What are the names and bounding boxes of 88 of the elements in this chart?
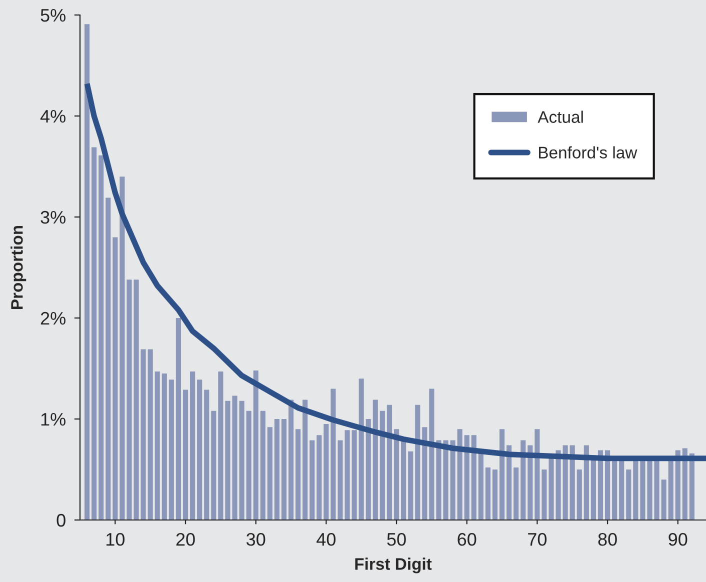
bar bbox=[106, 198, 111, 520]
bar bbox=[288, 400, 294, 520]
bar bbox=[570, 445, 575, 520]
bar bbox=[330, 388, 336, 520]
y-axis-title: Proportion bbox=[10, 226, 26, 309]
bar bbox=[464, 435, 470, 520]
bar bbox=[499, 429, 505, 520]
bar bbox=[562, 445, 568, 520]
bar bbox=[218, 372, 224, 520]
bar bbox=[386, 404, 392, 520]
bar bbox=[253, 370, 258, 520]
legend-label: Actual bbox=[538, 110, 583, 123]
bar bbox=[366, 419, 371, 520]
bar bbox=[112, 237, 118, 520]
bar bbox=[296, 429, 301, 520]
bar bbox=[168, 380, 174, 520]
bar bbox=[211, 410, 216, 520]
bar bbox=[267, 427, 272, 520]
bar bbox=[514, 467, 519, 520]
bar bbox=[225, 400, 230, 520]
x-axis-title: First Digit bbox=[355, 558, 432, 574]
bar bbox=[316, 435, 322, 520]
bar bbox=[556, 450, 561, 520]
bar bbox=[520, 440, 526, 520]
bar bbox=[626, 470, 632, 520]
bar bbox=[450, 440, 456, 520]
bar bbox=[534, 429, 540, 520]
bar bbox=[352, 430, 357, 520]
bar bbox=[358, 378, 364, 520]
x-tick-label: 30 bbox=[246, 532, 266, 546]
bar bbox=[422, 427, 428, 520]
bar bbox=[682, 448, 688, 520]
bar bbox=[457, 429, 462, 520]
bar bbox=[204, 390, 210, 520]
bar bbox=[324, 424, 329, 520]
bar bbox=[394, 429, 400, 520]
y-tick-label: 0 bbox=[56, 514, 66, 527]
bar bbox=[380, 410, 385, 520]
x-tick-label: 10 bbox=[106, 532, 125, 546]
x-tick-label: 50 bbox=[387, 532, 406, 546]
bar bbox=[584, 445, 589, 520]
bar bbox=[84, 24, 90, 520]
bar bbox=[401, 441, 406, 520]
bar bbox=[506, 445, 512, 520]
bar bbox=[598, 450, 604, 520]
y-tick-label: 2% bbox=[40, 312, 66, 325]
bar bbox=[408, 451, 414, 520]
bar bbox=[246, 410, 252, 520]
bar bbox=[274, 419, 280, 520]
bar bbox=[148, 349, 153, 520]
bar bbox=[197, 380, 202, 520]
bar bbox=[485, 467, 490, 520]
bar bbox=[492, 470, 498, 520]
y-tick-label: 5% bbox=[40, 9, 66, 22]
bar bbox=[689, 453, 694, 520]
bar bbox=[528, 445, 533, 520]
x-tick-label: 90 bbox=[668, 532, 688, 546]
bar bbox=[372, 400, 378, 520]
x-tick-label: 60 bbox=[458, 532, 476, 546]
bar bbox=[415, 404, 420, 520]
bar bbox=[190, 372, 196, 520]
bar bbox=[429, 388, 434, 520]
bar bbox=[471, 435, 476, 520]
bar bbox=[281, 419, 287, 520]
bar bbox=[604, 450, 610, 520]
bar bbox=[140, 349, 146, 520]
bar bbox=[154, 372, 160, 520]
x-tick-label: 20 bbox=[176, 532, 195, 546]
bar bbox=[310, 440, 315, 520]
bar bbox=[98, 155, 104, 520]
bar bbox=[661, 480, 666, 520]
bar bbox=[92, 147, 97, 520]
bar bbox=[260, 410, 266, 520]
bar bbox=[302, 400, 308, 520]
y-tick-label: 4% bbox=[40, 110, 66, 123]
x-tick-label: 70 bbox=[528, 532, 547, 546]
y-tick-label: 3% bbox=[40, 210, 66, 224]
y-tick-label: 1% bbox=[41, 413, 66, 426]
bar bbox=[120, 176, 125, 520]
bar bbox=[478, 453, 484, 520]
bar bbox=[162, 374, 167, 520]
x-tick-label: 40 bbox=[316, 532, 336, 546]
bar bbox=[576, 470, 582, 520]
x-tick-label: 80 bbox=[598, 532, 617, 546]
bar bbox=[176, 318, 182, 520]
bar bbox=[182, 390, 188, 520]
bar bbox=[675, 450, 680, 520]
legend-label: Benford's law bbox=[539, 146, 638, 158]
